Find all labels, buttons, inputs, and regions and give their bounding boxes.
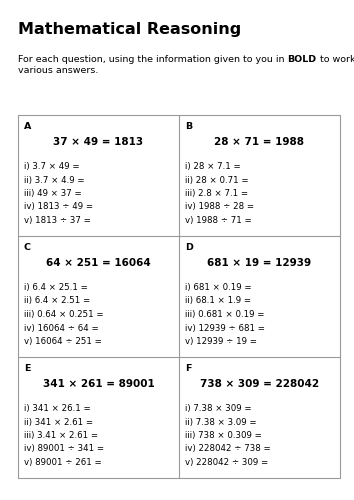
- Text: iii) 738 × 0.309 =: iii) 738 × 0.309 =: [185, 431, 262, 440]
- Text: iii) 0.681 × 0.19 =: iii) 0.681 × 0.19 =: [185, 310, 264, 319]
- Text: ii) 68.1 × 1.9 =: ii) 68.1 × 1.9 =: [185, 296, 251, 306]
- Text: v) 1813 ÷ 37 =: v) 1813 ÷ 37 =: [24, 216, 91, 225]
- Text: 681 × 19 = 12939: 681 × 19 = 12939: [207, 258, 312, 268]
- Text: B: B: [185, 122, 192, 131]
- Text: iii) 3.41 × 2.61 =: iii) 3.41 × 2.61 =: [24, 431, 98, 440]
- Text: 738 × 309 = 228042: 738 × 309 = 228042: [200, 379, 319, 389]
- Text: to work out the: to work out the: [316, 55, 354, 64]
- Text: v) 89001 ÷ 261 =: v) 89001 ÷ 261 =: [24, 458, 102, 467]
- Text: BOLD: BOLD: [287, 55, 316, 64]
- Text: v) 228042 ÷ 309 =: v) 228042 ÷ 309 =: [185, 458, 268, 467]
- Text: C: C: [24, 243, 31, 252]
- Text: ii) 28 × 0.71 =: ii) 28 × 0.71 =: [185, 176, 249, 184]
- Text: iii) 0.64 × 0.251 =: iii) 0.64 × 0.251 =: [24, 310, 104, 319]
- Text: ii) 341 × 2.61 =: ii) 341 × 2.61 =: [24, 418, 93, 426]
- Text: i) 28 × 7.1 =: i) 28 × 7.1 =: [185, 162, 241, 171]
- Text: i) 3.7 × 49 =: i) 3.7 × 49 =: [24, 162, 80, 171]
- Text: v) 1988 ÷ 71 =: v) 1988 ÷ 71 =: [185, 216, 252, 225]
- Text: v) 16064 ÷ 251 =: v) 16064 ÷ 251 =: [24, 337, 102, 346]
- Bar: [18, 115, 340, 478]
- Text: E: E: [24, 364, 30, 373]
- Text: iv) 12939 ÷ 681 =: iv) 12939 ÷ 681 =: [185, 324, 265, 332]
- Text: iv) 16064 ÷ 64 =: iv) 16064 ÷ 64 =: [24, 324, 99, 332]
- Text: 37 × 49 = 1813: 37 × 49 = 1813: [53, 137, 144, 147]
- Text: ii) 6.4 × 2.51 =: ii) 6.4 × 2.51 =: [24, 296, 90, 306]
- Text: For each question, using the information given to you in: For each question, using the information…: [18, 55, 287, 64]
- Text: ii) 3.7 × 4.9 =: ii) 3.7 × 4.9 =: [24, 176, 85, 184]
- Text: ii) 7.38 × 3.09 =: ii) 7.38 × 3.09 =: [185, 418, 257, 426]
- Text: iii) 2.8 × 7.1 =: iii) 2.8 × 7.1 =: [185, 189, 248, 198]
- Text: i) 341 × 26.1 =: i) 341 × 26.1 =: [24, 404, 91, 413]
- Text: F: F: [185, 364, 192, 373]
- Text: iv) 1988 ÷ 28 =: iv) 1988 ÷ 28 =: [185, 202, 254, 211]
- Text: iv) 228042 ÷ 738 =: iv) 228042 ÷ 738 =: [185, 444, 271, 454]
- Text: 341 × 261 = 89001: 341 × 261 = 89001: [42, 379, 154, 389]
- Text: i) 681 × 0.19 =: i) 681 × 0.19 =: [185, 283, 252, 292]
- Text: various answers.: various answers.: [18, 66, 98, 75]
- Text: v) 12939 ÷ 19 =: v) 12939 ÷ 19 =: [185, 337, 257, 346]
- Text: 64 × 251 = 16064: 64 × 251 = 16064: [46, 258, 151, 268]
- Text: iv) 1813 ÷ 49 =: iv) 1813 ÷ 49 =: [24, 202, 93, 211]
- Text: D: D: [185, 243, 193, 252]
- Text: iii) 49 × 37 =: iii) 49 × 37 =: [24, 189, 82, 198]
- Text: i) 7.38 × 309 =: i) 7.38 × 309 =: [185, 404, 252, 413]
- Text: iv) 89001 ÷ 341 =: iv) 89001 ÷ 341 =: [24, 444, 104, 454]
- Text: 28 × 71 = 1988: 28 × 71 = 1988: [215, 137, 304, 147]
- Text: Mathematical Reasoning: Mathematical Reasoning: [18, 22, 241, 37]
- Text: i) 6.4 × 25.1 =: i) 6.4 × 25.1 =: [24, 283, 88, 292]
- Text: A: A: [24, 122, 32, 131]
